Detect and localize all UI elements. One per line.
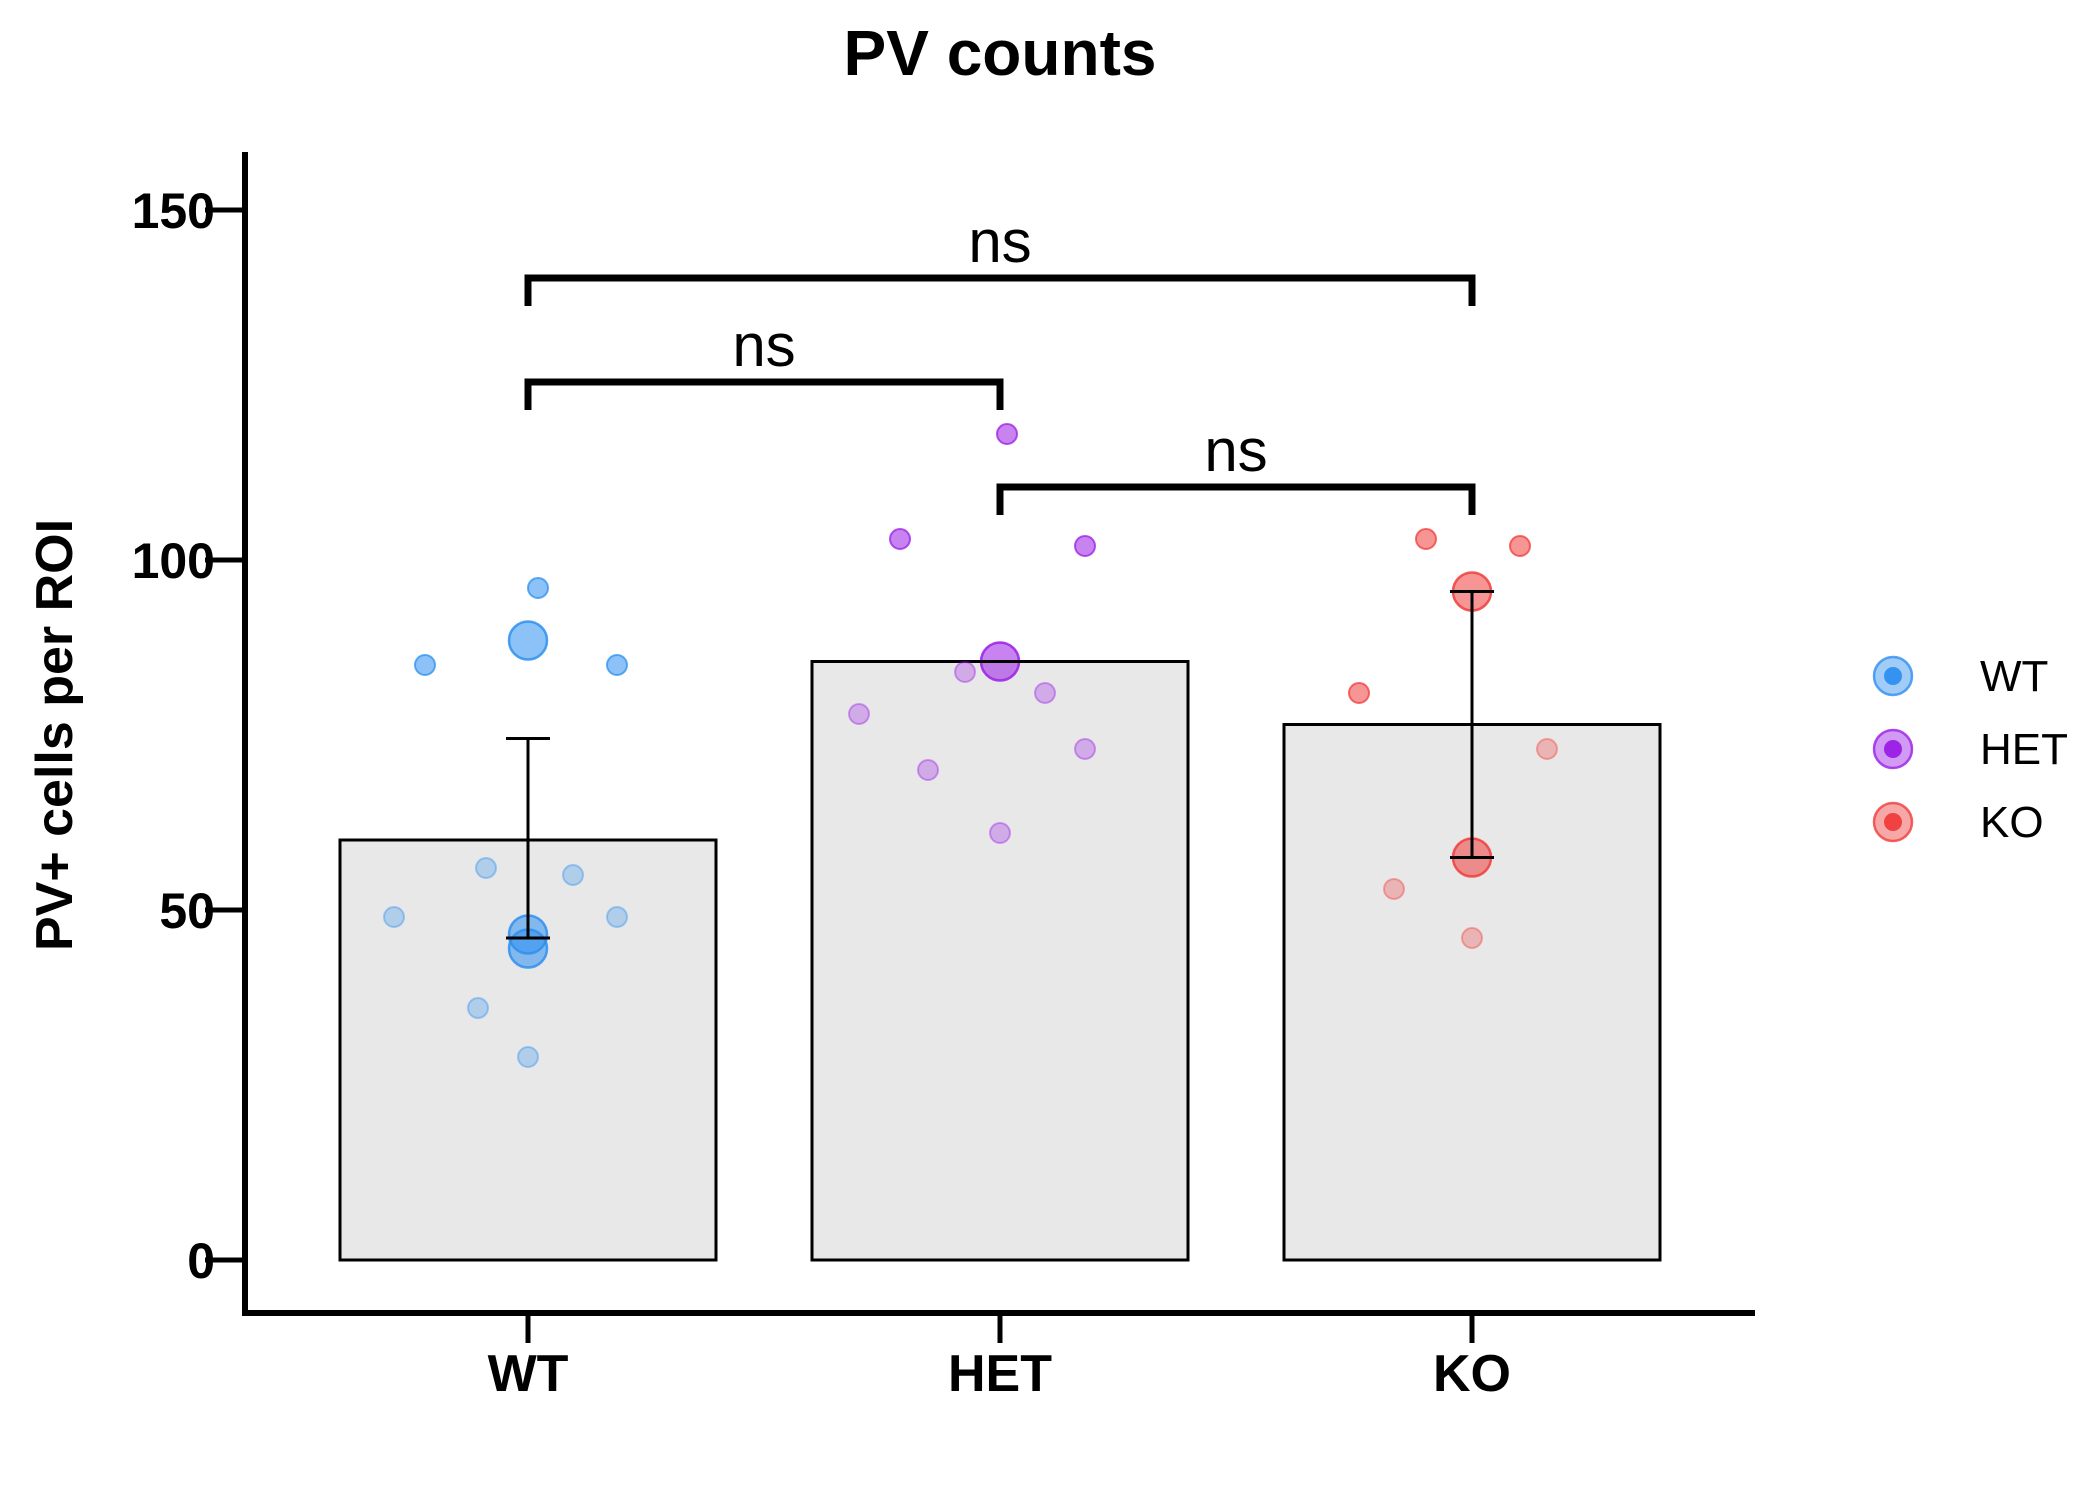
point-ko — [1415, 528, 1437, 550]
y-tick-label: 100 — [132, 533, 215, 589]
legend-label: HET — [1980, 725, 2068, 774]
point-wt — [475, 857, 497, 879]
point-wt — [517, 1046, 539, 1068]
point-wt — [414, 654, 436, 676]
point-wt — [562, 864, 584, 886]
chart-title: PV counts — [844, 17, 1157, 89]
point-het — [917, 759, 939, 781]
point-ko — [1509, 535, 1531, 557]
y-axis-label: PV+ cells per ROI — [26, 519, 84, 951]
y-tick-label: 50 — [159, 883, 215, 939]
point-het — [996, 423, 1018, 445]
bracket-line — [524, 274, 1476, 306]
x-tick-label: KO — [1433, 1345, 1511, 1403]
point-ko — [1383, 878, 1405, 900]
error-bar-ko — [1450, 590, 1494, 859]
legend-entry-wt: WT — [1872, 652, 2048, 701]
legend-label: WT — [1980, 652, 2048, 701]
point-wt — [606, 906, 628, 928]
significance-label: ns — [1204, 417, 1267, 484]
point-wt — [383, 906, 405, 928]
x-tick-label: HET — [948, 1345, 1052, 1403]
y-tick-label: 150 — [132, 183, 215, 239]
legend: WT HET KO — [1872, 652, 2068, 847]
bar-het — [810, 660, 1190, 1262]
point-wt — [527, 577, 549, 599]
plot-area: 0 50 100 150 WT HET KO ns ns ns — [132, 152, 1755, 1403]
point-het — [1074, 535, 1096, 557]
point-wt — [467, 997, 489, 1019]
bracket-line — [524, 378, 1004, 410]
significance-bracket-het-ko: ns — [996, 417, 1476, 515]
legend-entry-ko: KO — [1872, 798, 2044, 847]
error-bar-wt — [506, 737, 550, 940]
point-het — [1034, 682, 1056, 704]
point-het — [848, 703, 870, 725]
significance-bracket-wt-ko: ns — [524, 208, 1476, 306]
significance-label: ns — [968, 208, 1031, 275]
point-het — [889, 528, 911, 550]
legend-marker-inner — [1884, 813, 1902, 831]
legend-marker-inner — [1884, 667, 1902, 685]
mean-marker-wt — [507, 620, 549, 661]
significance-bracket-wt-het: ns — [524, 312, 1004, 410]
bracket-line — [996, 483, 1476, 515]
point-het — [989, 822, 1011, 844]
point-wt — [606, 654, 628, 676]
point-ko — [1348, 682, 1370, 704]
point-ko — [1461, 927, 1483, 949]
significance-label: ns — [732, 312, 795, 379]
point-het — [954, 661, 976, 683]
y-tick-label: 0 — [187, 1233, 215, 1289]
legend-marker-inner — [1884, 740, 1902, 758]
x-tick-label: WT — [488, 1345, 569, 1403]
legend-entry-het: HET — [1872, 725, 2068, 774]
point-ko — [1536, 738, 1558, 760]
legend-label: KO — [1980, 798, 2044, 847]
point-het — [1074, 738, 1096, 760]
